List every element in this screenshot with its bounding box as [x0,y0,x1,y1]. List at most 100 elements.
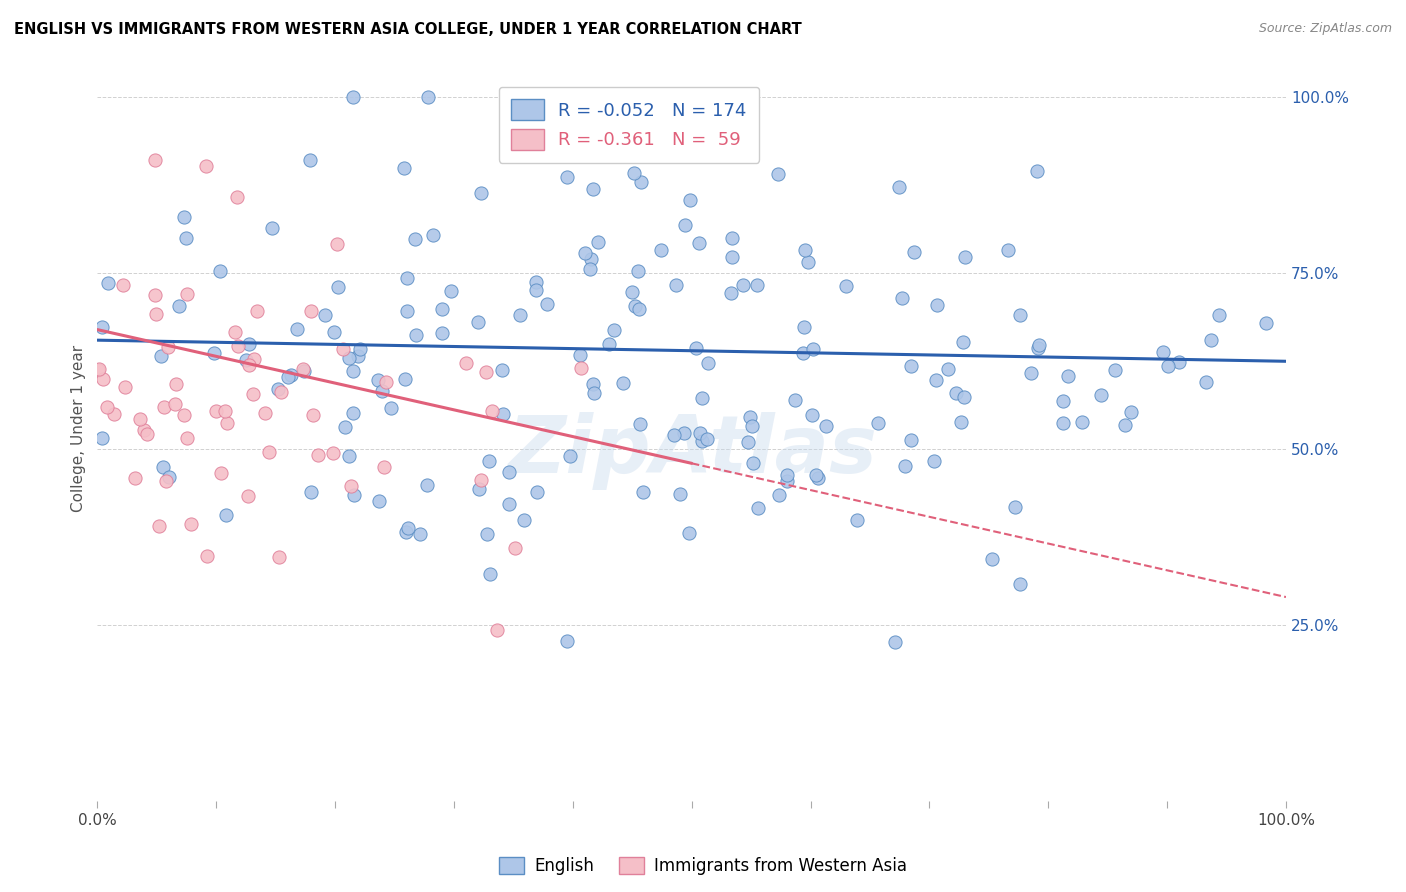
Point [217,416,239,430]
Point [742,456,765,470]
Point [478,454,501,468]
Point [1004,500,1026,515]
Point [395,524,418,539]
Point [1104,362,1126,376]
Point [173,409,195,423]
Point [114,380,136,394]
Point [307,448,329,462]
Point [481,404,503,418]
Point [806,471,828,485]
Point [267,550,290,565]
Point [368,494,391,508]
Point [87,363,110,377]
Point [228,338,250,352]
Point [396,521,419,535]
Point [253,406,276,420]
Point [768,488,790,502]
Point [208,264,231,278]
Point [90,320,112,334]
Point [285,322,308,336]
Point [1026,163,1049,178]
Point [925,297,948,311]
Point [91,372,114,386]
Point [900,433,922,447]
Point [1157,359,1180,373]
Point [492,407,515,421]
Point [690,392,713,406]
Point [679,193,702,207]
Point [195,549,218,564]
Point [997,243,1019,257]
Point [394,372,416,386]
Point [266,382,288,396]
Point [1026,341,1049,355]
Point [176,287,198,301]
Point [1119,405,1142,419]
Point [165,376,187,391]
Point [536,297,558,311]
Point [405,327,427,342]
Point [430,301,453,316]
Point [373,459,395,474]
Point [574,246,596,260]
Point [792,346,814,360]
Point [776,474,799,488]
Point [174,231,197,245]
Point [299,485,322,500]
Point [298,153,321,168]
Point [470,186,492,201]
Point [214,404,236,418]
Point [180,516,202,531]
Point [665,278,688,293]
Point [952,390,974,404]
Point [323,325,346,339]
Point [468,483,491,497]
Point [454,356,477,370]
Point [124,471,146,485]
Point [555,170,578,185]
Point [157,470,180,484]
Point [270,384,292,399]
Point [689,426,711,441]
Point [1195,375,1218,389]
Point [673,425,696,440]
Point [568,348,591,362]
Point [291,362,314,376]
Point [224,325,246,339]
Point [165,397,187,411]
Point [579,261,602,276]
Point [371,384,394,398]
Point [485,623,508,637]
Point [145,307,167,321]
Point [148,518,170,533]
Point [1090,388,1112,402]
Point [380,401,402,416]
Point [1152,345,1174,359]
Point [242,387,264,401]
Point [631,485,654,500]
Point [157,340,180,354]
Point [846,513,869,527]
Point [322,446,344,460]
Point [945,385,967,400]
Point [776,467,799,482]
Point [337,351,360,365]
Point [603,323,626,337]
Point [1256,316,1278,330]
Point [1167,355,1189,369]
Point [342,364,364,378]
Point [314,308,336,322]
Point [404,232,426,246]
Point [887,180,910,194]
Point [883,635,905,649]
Point [301,408,323,422]
Point [598,337,620,351]
Point [342,90,364,104]
Point [801,342,824,356]
Point [1071,415,1094,429]
Point [505,541,527,556]
Point [938,362,960,376]
Point [900,359,922,374]
Point [155,474,177,488]
Point [922,454,945,468]
